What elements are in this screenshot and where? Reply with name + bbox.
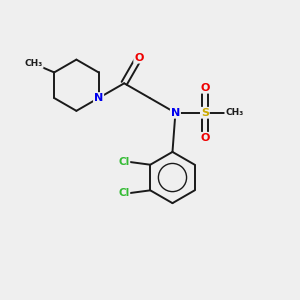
- Text: Cl: Cl: [118, 157, 129, 167]
- Text: O: O: [200, 83, 210, 93]
- Text: CH₃: CH₃: [25, 59, 43, 68]
- Text: O: O: [134, 53, 144, 63]
- Text: S: S: [201, 108, 209, 118]
- Text: O: O: [200, 133, 210, 143]
- Text: N: N: [171, 108, 180, 118]
- Text: Cl: Cl: [118, 188, 129, 198]
- Text: CH₃: CH₃: [225, 108, 243, 117]
- Text: N: N: [94, 93, 103, 103]
